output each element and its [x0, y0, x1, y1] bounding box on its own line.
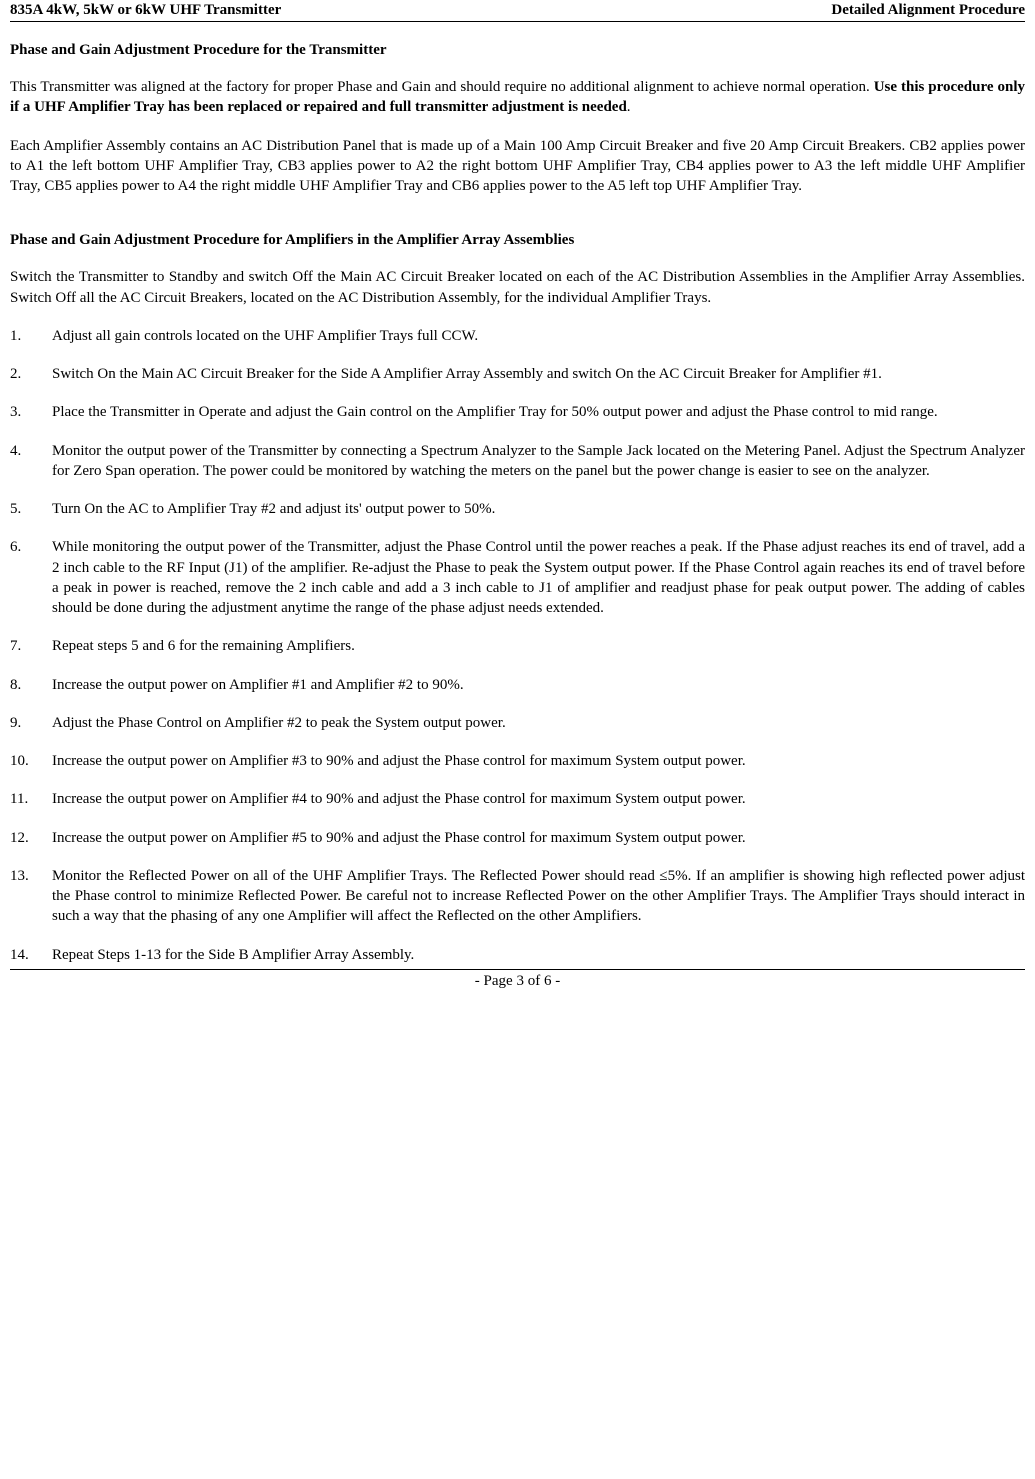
step-text: Turn On the AC to Amplifier Tray #2 and … — [52, 499, 1025, 519]
step-11: 11.Increase the output power on Amplifie… — [10, 789, 1025, 809]
step-13: 13.Monitor the Reflected Power on all of… — [10, 866, 1025, 927]
section2-intro: Switch the Transmitter to Standby and sw… — [10, 267, 1025, 308]
step-text: Repeat Steps 1-13 for the Side B Amplifi… — [52, 945, 1025, 965]
step-num: 1. — [10, 326, 52, 346]
step-14: 14.Repeat Steps 1-13 for the Side B Ampl… — [10, 945, 1025, 965]
step-5: 5.Turn On the AC to Amplifier Tray #2 an… — [10, 499, 1025, 519]
step-text: Switch On the Main AC Circuit Breaker fo… — [52, 364, 1025, 384]
step-num: 7. — [10, 636, 52, 656]
section1-p1c: . — [627, 99, 631, 115]
step-text: Adjust all gain controls located on the … — [52, 326, 1025, 346]
page-footer: - Page 3 of 6 - — [10, 969, 1025, 990]
step-text: Increase the output power on Amplifier #… — [52, 789, 1025, 809]
step-text: Repeat steps 5 and 6 for the remaining A… — [52, 636, 1025, 656]
step-num: 12. — [10, 828, 52, 848]
section1-para2: Each Amplifier Assembly contains an AC D… — [10, 136, 1025, 197]
step-num: 11. — [10, 789, 52, 809]
step-text: Increase the output power on Amplifier #… — [52, 751, 1025, 771]
header-left: 835A 4kW, 5kW or 6kW UHF Transmitter — [10, 2, 281, 19]
section2-title: Phase and Gain Adjustment Procedure for … — [10, 232, 1025, 249]
step-num: 8. — [10, 675, 52, 695]
step-num: 14. — [10, 945, 52, 965]
step-text: Monitor the Reflected Power on all of th… — [52, 866, 1025, 927]
step-12: 12.Increase the output power on Amplifie… — [10, 828, 1025, 848]
step-7: 7.Repeat steps 5 and 6 for the remaining… — [10, 636, 1025, 656]
step-8: 8.Increase the output power on Amplifier… — [10, 675, 1025, 695]
step-3: 3.Place the Transmitter in Operate and a… — [10, 402, 1025, 422]
step-9: 9.Adjust the Phase Control on Amplifier … — [10, 713, 1025, 733]
step-text: Increase the output power on Amplifier #… — [52, 675, 1025, 695]
step-10: 10.Increase the output power on Amplifie… — [10, 751, 1025, 771]
step-4: 4.Monitor the output power of the Transm… — [10, 441, 1025, 482]
step-num: 10. — [10, 751, 52, 771]
step-text: Adjust the Phase Control on Amplifier #2… — [52, 713, 1025, 733]
page-header: 835A 4kW, 5kW or 6kW UHF Transmitter Det… — [10, 0, 1025, 22]
section1-title: Phase and Gain Adjustment Procedure for … — [10, 42, 1025, 59]
step-num: 6. — [10, 537, 52, 618]
step-num: 9. — [10, 713, 52, 733]
step-text: Place the Transmitter in Operate and adj… — [52, 402, 1025, 422]
step-num: 3. — [10, 402, 52, 422]
step-text: Increase the output power on Amplifier #… — [52, 828, 1025, 848]
step-num: 4. — [10, 441, 52, 482]
step-text: Monitor the output power of the Transmit… — [52, 441, 1025, 482]
step-num: 13. — [10, 866, 52, 927]
step-1: 1.Adjust all gain controls located on th… — [10, 326, 1025, 346]
steps-list: 1.Adjust all gain controls located on th… — [10, 326, 1025, 965]
header-right: Detailed Alignment Procedure — [831, 2, 1025, 19]
step-2: 2.Switch On the Main AC Circuit Breaker … — [10, 364, 1025, 384]
section1-p1a: This Transmitter was aligned at the fact… — [10, 79, 874, 95]
section1-para1: This Transmitter was aligned at the fact… — [10, 77, 1025, 118]
step-num: 2. — [10, 364, 52, 384]
step-num: 5. — [10, 499, 52, 519]
step-text: While monitoring the output power of the… — [52, 537, 1025, 618]
step-6: 6.While monitoring the output power of t… — [10, 537, 1025, 618]
